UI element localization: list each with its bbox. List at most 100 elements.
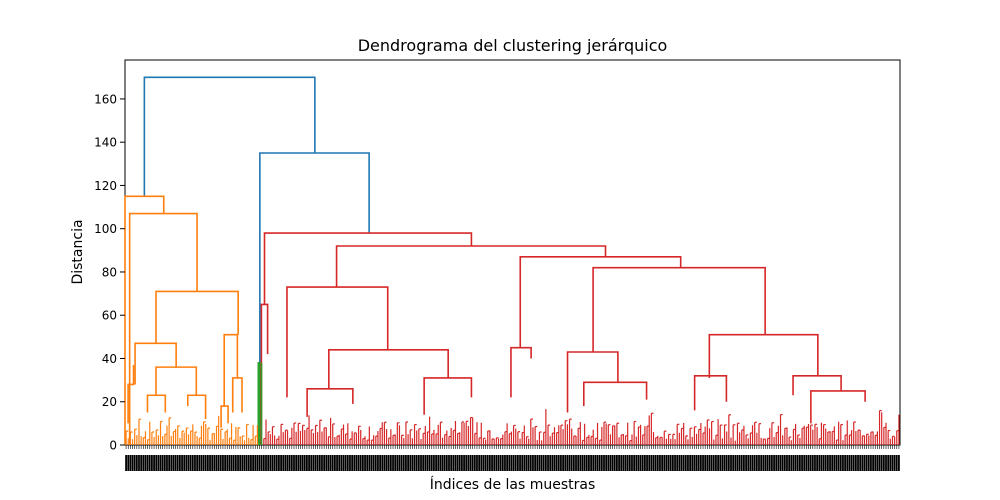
x-tick-label (527, 455, 530, 471)
x-tick-label (848, 455, 851, 471)
x-tick-label (811, 455, 814, 471)
dendrogram-link (220, 405, 229, 428)
x-tick-label (891, 455, 894, 471)
x-tick-label (331, 455, 334, 471)
x-tick-label (895, 455, 898, 471)
x-tick-label (144, 455, 147, 471)
x-tick-label (258, 455, 261, 471)
x-tick-label (389, 455, 392, 471)
x-tick-label (278, 455, 280, 471)
y-tick-label: 160 (94, 92, 117, 106)
dendrogram-link (146, 394, 167, 413)
y-tick-label: 140 (94, 136, 117, 150)
x-tick-label (138, 455, 140, 471)
x-tick-label (194, 455, 196, 471)
x-tick-label (824, 455, 827, 471)
x-tick-label (575, 455, 577, 471)
x-tick-label (695, 455, 698, 471)
x-tick-label (738, 455, 741, 471)
x-tick-label (316, 455, 319, 471)
x-tick-label (155, 455, 158, 471)
x-tick-label (430, 455, 433, 471)
x-tick-label (325, 455, 328, 471)
x-tick-label (801, 455, 803, 471)
x-tick-label (247, 455, 250, 471)
x-tick-label (594, 455, 597, 471)
x-tick-label (508, 455, 511, 471)
x-tick-label (628, 455, 631, 471)
x-tick-label (488, 455, 491, 471)
x-tick-label (876, 455, 879, 471)
x-tick-label (501, 455, 504, 471)
x-tick-label (887, 455, 890, 471)
x-tick-label (773, 455, 775, 471)
x-tick-label (693, 455, 696, 471)
x-tick-label (590, 455, 592, 471)
x-tick-label (663, 455, 666, 471)
dendrogram-link (306, 387, 354, 417)
x-tick-label (648, 455, 651, 471)
x-tick-label (514, 455, 517, 471)
x-tick-label (480, 455, 483, 471)
dendrogram-link (124, 195, 165, 445)
x-tick-label (280, 455, 282, 471)
x-tick-label (252, 455, 254, 471)
x-tick-label (846, 455, 849, 471)
x-tick-label (471, 455, 474, 471)
x-tick-label (865, 455, 868, 471)
x-tick-label (529, 455, 532, 471)
x-tick-label (146, 455, 149, 471)
x-tick-label (611, 455, 614, 471)
x-tick-label (727, 455, 730, 471)
x-tick-label (338, 455, 341, 471)
x-tick-label (719, 455, 722, 471)
x-tick-label (704, 455, 707, 471)
x-tick-label (269, 455, 272, 471)
x-tick-label (495, 455, 498, 471)
dendrogram-link (155, 366, 198, 396)
x-tick-label (598, 455, 601, 471)
x-tick-label (262, 455, 265, 471)
x-tick-label (622, 455, 625, 471)
x-tick-label (439, 455, 442, 471)
x-tick-label (482, 455, 485, 471)
x-tick-label (303, 455, 306, 471)
x-tick-label (497, 455, 500, 471)
x-tick-label (637, 455, 640, 471)
x-tick-label (885, 455, 887, 471)
x-tick-label (758, 455, 760, 471)
x-tick-label (588, 455, 590, 471)
x-tick-label (671, 455, 674, 471)
x-tick-label (684, 455, 687, 471)
x-tick-label (187, 455, 190, 471)
x-tick-label (857, 455, 859, 471)
x-tick-label (534, 455, 537, 471)
x-tick-label (805, 455, 808, 471)
x-tick-label (751, 455, 754, 471)
x-tick-label (213, 455, 216, 471)
x-tick-label (417, 455, 420, 471)
x-tick-label (411, 455, 414, 471)
x-tick-label (643, 455, 646, 471)
x-tick-label (837, 455, 840, 471)
x-tick-label (396, 455, 399, 471)
x-tick-label (318, 455, 321, 471)
leaf-stems (125, 362, 900, 445)
x-tick-label (747, 455, 750, 471)
x-tick-label (814, 455, 816, 471)
x-tick-label (178, 455, 181, 471)
x-tick-label (133, 455, 136, 471)
x-tick-label (771, 455, 773, 471)
dendrogram-link (328, 349, 449, 389)
x-tick-label (624, 455, 627, 471)
x-tick-label (299, 455, 302, 471)
x-tick-label (454, 455, 457, 471)
x-tick-label (609, 455, 612, 471)
x-tick-label (140, 455, 143, 471)
dendrogram-link (693, 374, 728, 411)
x-tick-label (241, 455, 244, 471)
x-tick-label (428, 455, 431, 471)
x-tick-label (607, 455, 610, 471)
x-tick-label (206, 455, 209, 471)
x-tick-label (219, 455, 222, 471)
